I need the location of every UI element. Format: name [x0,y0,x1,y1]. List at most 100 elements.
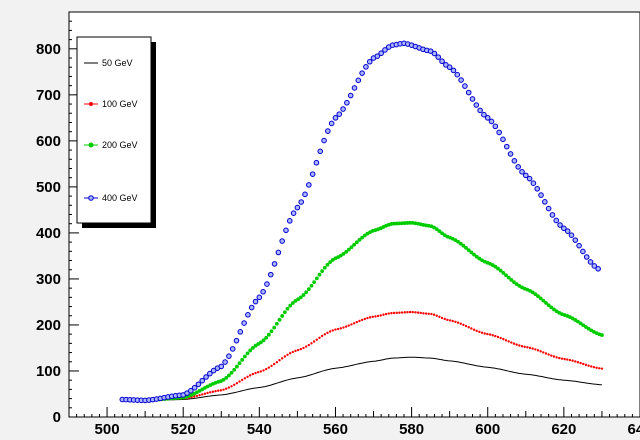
data-point [574,360,577,363]
data-point [282,310,287,315]
data-point [237,329,244,335]
data-point [538,296,543,301]
data-point [435,54,442,60]
series-50-gev [122,356,602,401]
data-point [245,312,251,318]
data-point [595,366,598,369]
y-tick-label: 400 [36,225,61,242]
data-point [347,92,354,99]
data-point [280,314,285,318]
data-point [286,353,289,356]
data-point [226,373,231,378]
data-point [552,355,556,358]
data-point [579,361,582,365]
data-point [483,332,486,335]
data-point [312,280,317,285]
data-point [321,137,327,144]
data-point [288,352,292,355]
data-point [598,367,601,370]
data-point [368,316,372,319]
data-point [376,314,380,318]
data-point [233,337,240,344]
data-point [419,311,422,315]
data-point [440,316,444,320]
data-point [520,345,524,348]
data-point [558,356,561,360]
data-point [557,222,563,228]
data-point [251,372,255,376]
data-point [222,388,225,391]
data-point [578,321,583,326]
data-point [243,377,247,380]
data-point [252,298,259,305]
y-axis: 0 100 200 300 400 500 600 700 800 [36,11,79,426]
data-point [366,316,369,320]
data-point [339,327,342,330]
data-point [272,362,276,366]
data-point [328,260,333,265]
data-point [528,346,532,350]
data-point [277,317,282,322]
data-point [309,283,314,288]
data-point [317,148,324,155]
data-point [549,305,554,310]
data-point [336,327,340,331]
data-point [238,380,241,383]
data-point [526,346,529,349]
data-point [439,58,445,65]
data-point [480,331,484,334]
data-point [416,311,420,314]
data-point [481,111,487,118]
data-point [534,348,537,351]
data-point [477,107,483,114]
data-point [299,347,303,351]
legend-label: 400 GeV [102,193,138,203]
data-point [592,365,596,369]
data-point [283,355,287,358]
data-point [325,262,330,267]
data-point [530,290,535,295]
data-point [285,306,290,311]
data-point [405,221,410,225]
data-point [260,288,266,295]
data-point [398,311,401,314]
data-point [363,64,369,70]
data-point [222,359,228,365]
data-point [357,237,362,242]
legend-box [76,36,152,224]
data-point [191,384,198,391]
data-point [564,228,571,234]
x-tick-label: 580 [399,421,424,438]
data-point [459,322,462,325]
data-point [475,329,478,333]
data-point [430,312,433,316]
data-point [294,349,297,353]
data-point [352,322,356,325]
legend-entry: 200 GeV [84,140,138,150]
data-point [366,58,373,65]
data-point [550,354,553,357]
series-400-gev [119,40,601,404]
data-point [286,218,293,224]
data-point [334,328,337,331]
data-point [195,394,199,398]
data-point [374,53,381,59]
data-point [332,115,339,121]
data-point [544,301,548,305]
data-point [437,229,442,234]
data-point [519,169,525,175]
data-point [301,293,306,297]
data-point [545,205,552,212]
data-point [346,247,351,252]
legend-entry: 100 GeV [84,99,138,109]
x-tick-label: 640 [627,421,640,438]
data-point [561,225,567,232]
data-point [512,280,516,285]
data-point [211,390,215,393]
data-point [542,199,548,205]
data-point [443,62,449,68]
data-point [320,334,324,338]
data-point [499,336,502,340]
data-point [451,319,454,323]
data-point [283,227,289,234]
